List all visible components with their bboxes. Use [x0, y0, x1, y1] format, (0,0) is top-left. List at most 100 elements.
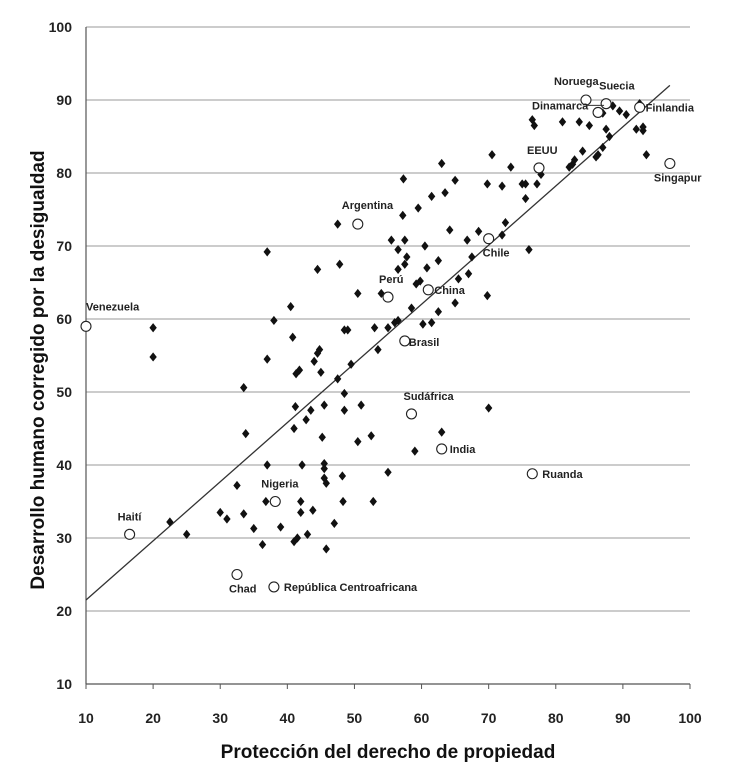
data-point [354, 437, 362, 447]
data-point [533, 179, 541, 189]
data-point [578, 146, 587, 156]
point-label: Noruega [554, 76, 600, 88]
data-point [427, 318, 436, 328]
data-point [292, 369, 300, 379]
labeled-point-marker [634, 101, 646, 113]
x-tick-label: 50 [347, 710, 363, 726]
data-point [240, 383, 248, 393]
data-point [182, 529, 191, 539]
data-point [412, 279, 420, 289]
labeled-point-marker [124, 528, 136, 540]
data-point [525, 245, 533, 255]
data-point [407, 303, 416, 313]
data-point [528, 115, 536, 125]
data-point [317, 367, 325, 377]
data-point [401, 259, 409, 269]
data-point [262, 496, 270, 507]
labeled-point-marker [533, 162, 545, 174]
point-label: Suecia [599, 81, 635, 93]
axes [85, 27, 691, 689]
data-point [421, 241, 429, 251]
data-point [263, 460, 271, 470]
x-tick-label: 20 [145, 710, 161, 726]
data-point [394, 245, 402, 255]
data-point [575, 117, 583, 127]
point-label: Nigeria [261, 479, 299, 491]
data-point [632, 124, 640, 134]
data-point [263, 247, 271, 257]
data-point [622, 110, 630, 120]
point-label: Chile [483, 248, 510, 260]
data-point [340, 388, 349, 399]
y-tick-label: 60 [56, 311, 72, 327]
y-tick-label: 40 [56, 457, 72, 473]
data-point [287, 301, 295, 312]
y-tick-label: 30 [56, 530, 72, 546]
point-label: Singapur [654, 173, 702, 185]
data-point [340, 405, 349, 415]
data-point [302, 415, 310, 425]
x-axis-title: Protección del derecho de propiedad [221, 742, 556, 763]
data-point [484, 403, 493, 413]
y-axis-title: Desarrollo humano corregido por la desig… [28, 150, 49, 589]
data-point [250, 523, 258, 534]
point-label: Dinamarca [532, 100, 589, 112]
data-point [333, 374, 342, 384]
point-label: Sudáfrica [403, 391, 454, 403]
data-point [438, 158, 446, 169]
data-point [434, 256, 443, 266]
data-point [599, 142, 607, 153]
labeled-point-marker [580, 94, 592, 106]
point-label: Ruanda [542, 469, 583, 481]
point-label: Finlandia [646, 102, 695, 114]
data-point [330, 518, 338, 528]
labeled-point-marker [399, 335, 411, 347]
labeled-point-marker [231, 568, 243, 581]
data-point [320, 458, 328, 469]
data-point [498, 181, 506, 191]
y-tick-label: 50 [56, 384, 72, 400]
data-point [233, 480, 241, 491]
data-point [384, 323, 392, 333]
data-point [336, 259, 344, 269]
data-point [521, 179, 530, 189]
y-tick-label: 80 [56, 165, 72, 181]
data-point [642, 150, 651, 160]
point-label: República Centroafricana [284, 582, 418, 594]
data-point [507, 162, 515, 172]
labeled-point-marker [436, 443, 448, 455]
data-point [570, 155, 579, 165]
data-point [310, 356, 318, 366]
data-point [313, 348, 322, 358]
labeled-point-marker [80, 320, 92, 332]
data-point [339, 496, 347, 507]
data-point [298, 460, 306, 470]
data-point [474, 226, 483, 236]
data-point [605, 131, 614, 142]
data-points [149, 99, 651, 554]
labeled-point-marker [664, 157, 676, 170]
labeled-point-marker [600, 98, 612, 110]
data-point [498, 230, 506, 240]
point-label: Haití [118, 511, 143, 523]
data-point [394, 264, 402, 274]
data-point [313, 264, 322, 274]
data-point [609, 101, 617, 111]
data-point [451, 175, 459, 185]
data-point [423, 263, 431, 273]
data-point [434, 307, 443, 317]
data-point [594, 150, 602, 160]
data-point [322, 544, 330, 554]
data-point [354, 288, 362, 299]
data-point [521, 193, 530, 204]
data-point [639, 122, 647, 132]
data-point [322, 478, 330, 488]
data-point [242, 429, 250, 439]
x-tick-label: 60 [414, 710, 430, 726]
data-point [463, 235, 471, 245]
labeled-point-marker [382, 291, 394, 303]
data-point [401, 235, 409, 245]
x-tick-label: 100 [678, 710, 702, 726]
data-point [338, 471, 347, 481]
labeled-point-marker [405, 408, 418, 420]
